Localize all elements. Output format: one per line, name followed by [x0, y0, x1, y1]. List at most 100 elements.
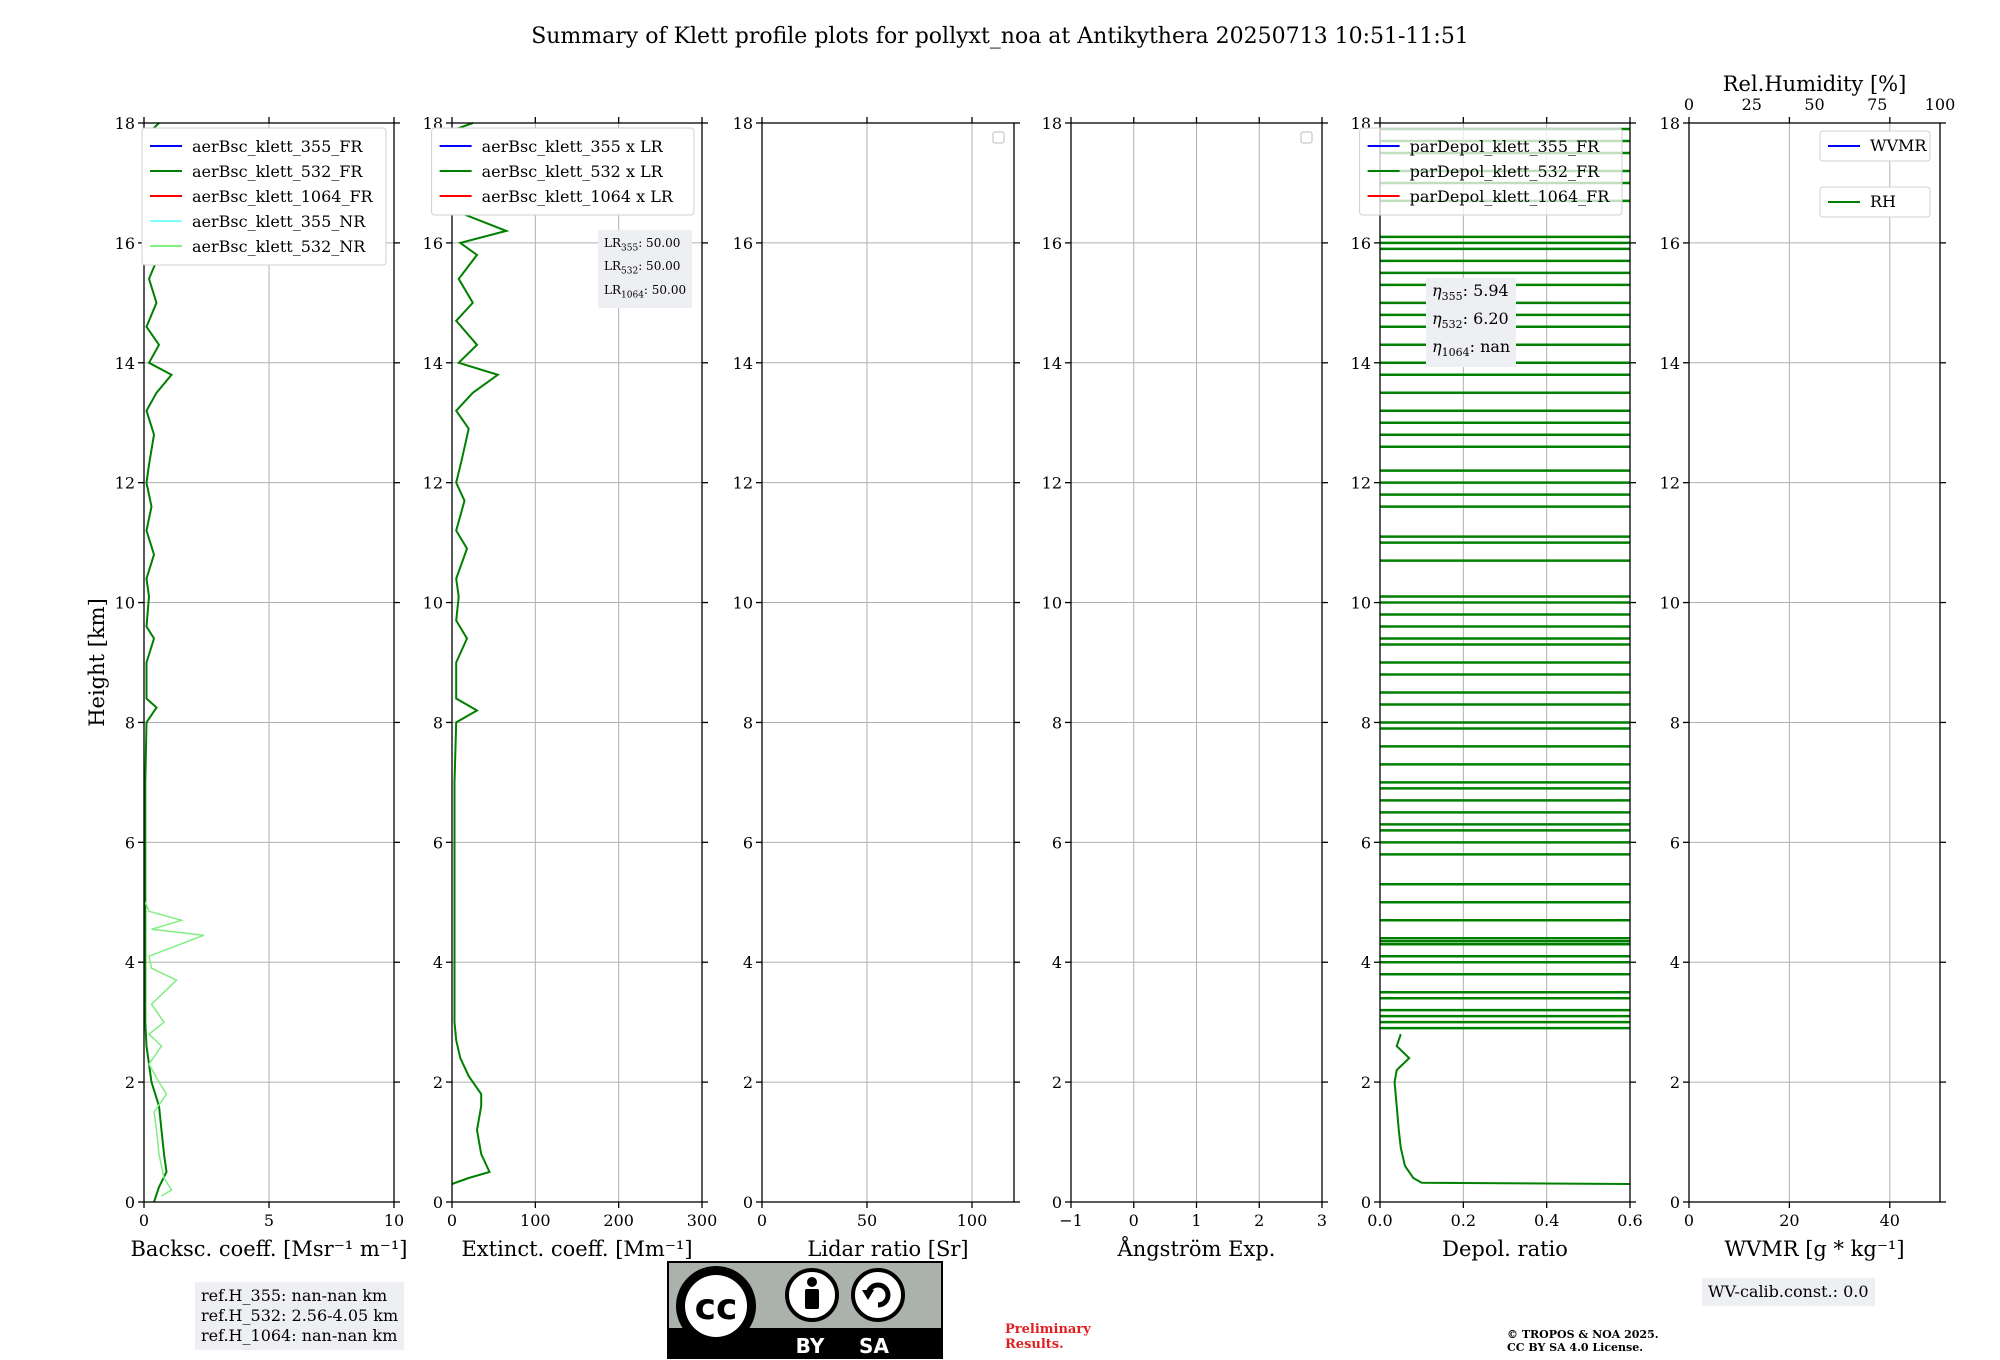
axes-frame [1379, 122, 1631, 1203]
top-x-axis-label: Rel.Humidity [%] [1723, 72, 1907, 96]
empty-legend-marker [992, 131, 1005, 144]
y-tick-label: 6 [1052, 833, 1062, 852]
x-axis-label: Ångström Exp. [1117, 1236, 1276, 1261]
legend-entry: aerBsc_klett_355_NR [192, 212, 366, 231]
y-tick-label: 16 [1660, 234, 1680, 253]
cc-logo-text: cc [695, 1287, 738, 1328]
y-tick-label: 0 [743, 1193, 753, 1212]
top-x-tick-label: 0 [1684, 95, 1694, 114]
y-tick-label: 6 [1361, 833, 1371, 852]
x-tick-label: 0.4 [1534, 1211, 1559, 1230]
axes-frame [761, 122, 1015, 1203]
cc-license-badge: cc BY SA [667, 1261, 943, 1359]
x-axis-label: Backsc. coeff. [Msr⁻¹ m⁻¹] [131, 1237, 408, 1261]
x-tick-label: 0 [1684, 1211, 1694, 1230]
axes-frame [1688, 122, 1941, 1203]
x-tick-label: 300 [687, 1211, 718, 1230]
y-tick-label: 4 [1052, 953, 1062, 972]
x-tick-label: 1 [1191, 1211, 1201, 1230]
y-tick-label: 2 [1052, 1073, 1062, 1092]
y-tick-label: 6 [433, 833, 443, 852]
y-axis-label: Height [km] [85, 598, 109, 727]
x-tick-label: 0.0 [1367, 1211, 1392, 1230]
legend-box [1819, 186, 1931, 218]
y-tick-label: 8 [1361, 713, 1371, 732]
series-line-aerBsc_klett_532_NR [144, 902, 205, 1197]
y-tick-label: 2 [1670, 1073, 1680, 1092]
legend-box [1359, 127, 1623, 216]
y-tick-label: 16 [115, 234, 135, 253]
legend-box [141, 127, 387, 266]
x-tick-label: 100 [957, 1211, 988, 1230]
preliminary-line-2: Results. [1005, 1337, 1064, 1352]
wv-calibration-box: WV-calib.const.: 0.0 [1702, 1278, 1875, 1306]
ref-h-355: ref.H_355: nan-nan km [201, 1286, 388, 1305]
y-tick-label: 8 [1052, 713, 1062, 732]
legend-box [1819, 130, 1931, 162]
y-tick-label: 8 [743, 713, 753, 732]
preliminary-line-1: Preliminary [1005, 1322, 1091, 1337]
x-tick-label: 0 [139, 1211, 149, 1230]
y-tick-label: 18 [733, 114, 753, 133]
legend-entry: RH [1870, 192, 1896, 211]
y-tick-label: 16 [423, 234, 443, 253]
top-x-tick-label: 25 [1742, 95, 1762, 114]
legend-entry: parDepol_klett_532_FR [1410, 162, 1601, 181]
x-tick-label: 10 [384, 1211, 404, 1230]
x-tick-label: 0.2 [1451, 1211, 1476, 1230]
top-x-tick-label: 75 [1867, 95, 1887, 114]
reference-height-box: ref.H_355: nan-nan km ref.H_532: 2.56-4.… [195, 1282, 405, 1350]
x-tick-label: 0 [447, 1211, 457, 1230]
y-tick-label: 0 [1361, 1193, 1371, 1212]
eta-355-line: η355: 5.94 [1432, 281, 1509, 304]
legend-entry: aerBsc_klett_1064_FR [192, 187, 374, 206]
legend-entry: parDepol_klett_355_FR [1410, 137, 1601, 156]
y-tick-label: 16 [733, 234, 753, 253]
legend-box [431, 127, 695, 216]
x-tick-label: 100 [520, 1211, 551, 1230]
y-tick-label: 4 [1670, 953, 1680, 972]
x-tick-label: 2 [1254, 1211, 1264, 1230]
lidar-ratio-info-box: LR355: 50.00 LR532: 50.00 LR1064: 50.00 [598, 230, 693, 309]
eta-532-line: η532: 6.20 [1432, 309, 1509, 332]
y-tick-label: 2 [125, 1073, 135, 1092]
y-tick-label: 14 [1042, 354, 1062, 373]
lr-355-line: LR355: 50.00 [604, 236, 681, 254]
y-tick-label: 0 [1670, 1193, 1680, 1212]
y-tick-label: 18 [115, 114, 135, 133]
y-tick-label: 0 [125, 1193, 135, 1212]
y-tick-label: 6 [743, 833, 753, 852]
y-tick-label: 14 [1351, 354, 1371, 373]
preliminary-results-note: Preliminary Results. [1005, 1322, 1091, 1352]
y-tick-label: 2 [743, 1073, 753, 1092]
x-tick-label: 5 [264, 1211, 274, 1230]
y-tick-label: 12 [1660, 474, 1680, 493]
x-tick-label: 0 [1129, 1211, 1139, 1230]
x-axis-label: Depol. ratio [1442, 1237, 1568, 1261]
copyright-line-2: CC BY SA 4.0 License. [1507, 1341, 1644, 1354]
ref-h-532: ref.H_532: 2.56-4.05 km [201, 1306, 399, 1325]
y-tick-label: 12 [733, 474, 753, 493]
y-tick-label: 10 [1351, 594, 1371, 613]
y-tick-label: 10 [1660, 594, 1680, 613]
x-axis-label: WVMR [g * kg⁻¹] [1724, 1237, 1904, 1261]
y-tick-label: 4 [433, 953, 443, 972]
figure-title: Summary of Klett profile plots for polly… [531, 24, 1469, 49]
panel-lidar-ratio: 0 2 4 6 8 10 12 14 16 18 0 50 100 Lidar ratio [Sr] [733, 114, 1020, 1261]
y-tick-label: 10 [115, 594, 135, 613]
y-tick-label: 6 [1670, 833, 1680, 852]
series-line-aerBsc_klett_532_FR [144, 122, 174, 1203]
y-tick-label: 16 [1351, 234, 1371, 253]
axes-frame [451, 122, 703, 1203]
legend-entry: aerBsc_klett_355 x LR [482, 137, 664, 156]
eta-1064-line: η1064: nan [1432, 337, 1511, 360]
y-tick-label: 2 [433, 1073, 443, 1092]
legend-entry: aerBsc_klett_532_NR [192, 237, 366, 256]
y-tick-label: 2 [1361, 1073, 1371, 1092]
top-x-tick-label: 50 [1804, 95, 1824, 114]
y-tick-label: 14 [1660, 354, 1680, 373]
y-tick-label: 18 [1660, 114, 1680, 133]
